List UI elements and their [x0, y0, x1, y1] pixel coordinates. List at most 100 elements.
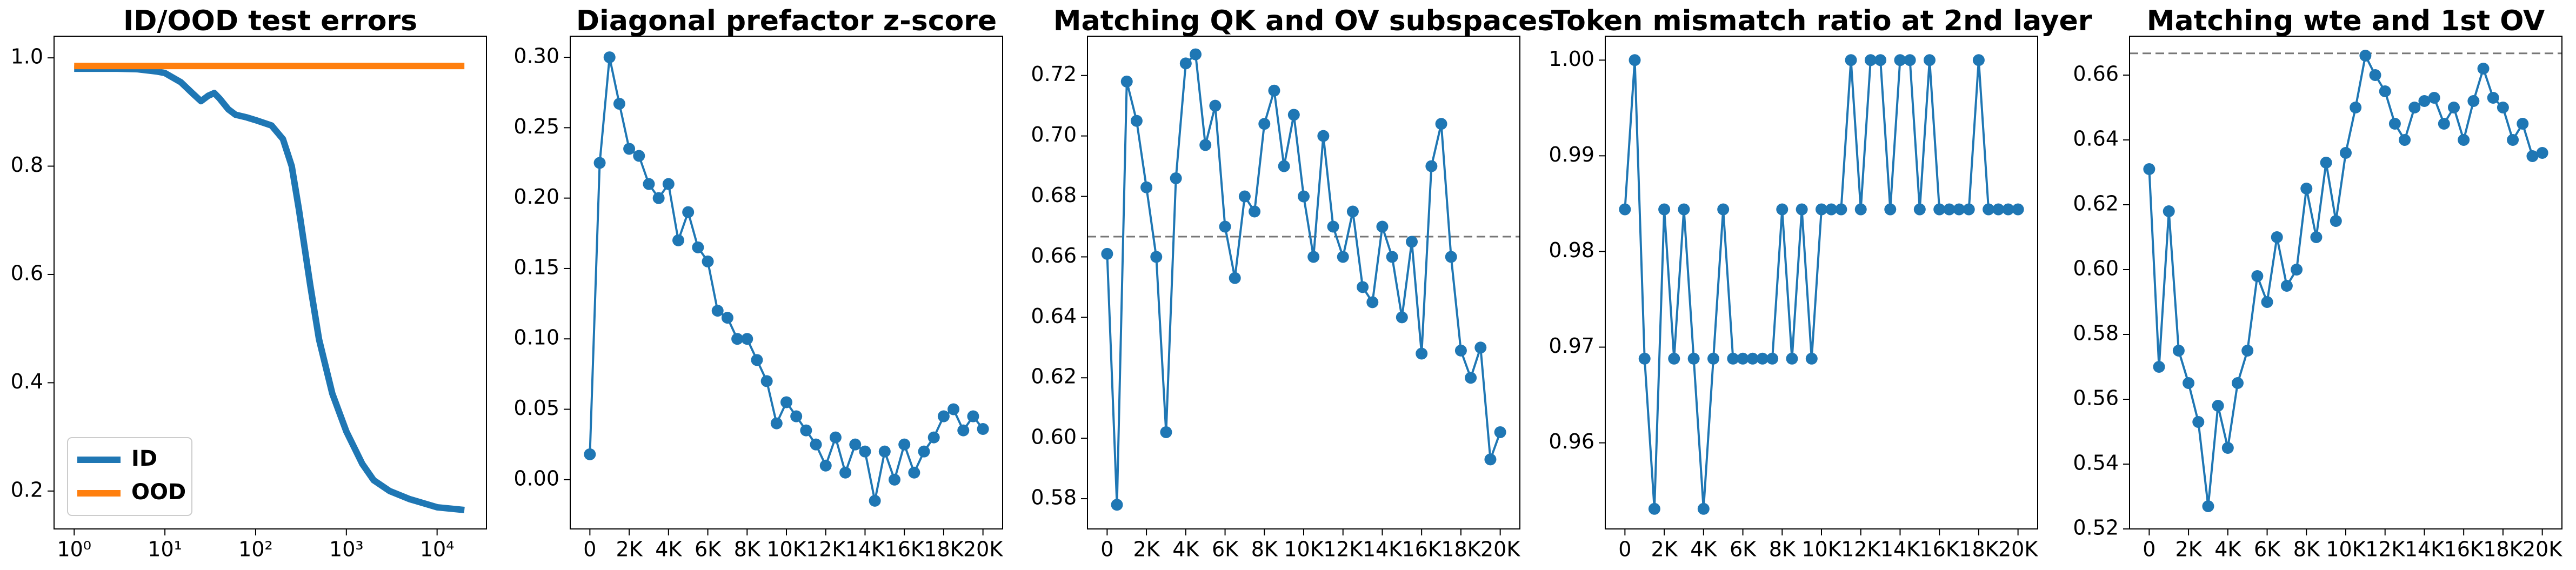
- point: [2379, 85, 2391, 97]
- point: [1707, 352, 1719, 365]
- point: [1258, 118, 1271, 130]
- point: [2143, 163, 2155, 175]
- point: [633, 150, 645, 162]
- point: [1229, 272, 1241, 284]
- point: [810, 438, 822, 451]
- point: [800, 424, 812, 437]
- x-tick-label: 10⁰: [57, 538, 91, 561]
- point: [2477, 63, 2490, 75]
- x-tick-label: 18K: [924, 538, 964, 561]
- point: [1786, 352, 1798, 365]
- point: [2251, 270, 2264, 282]
- y-tick-label: 0.60: [1031, 425, 1077, 449]
- point: [1933, 203, 1946, 216]
- y-tick-label: 0.10: [513, 326, 559, 350]
- point: [751, 354, 763, 366]
- point: [2291, 264, 2303, 276]
- point: [760, 375, 773, 387]
- y-tick-label: 0.56: [2073, 386, 2119, 410]
- series-line: [1624, 59, 2018, 510]
- point: [2517, 118, 2529, 130]
- x-tick-label: 16K: [1402, 538, 1442, 561]
- point: [937, 410, 950, 423]
- y-tick-label: 0.62: [1031, 365, 1077, 388]
- point: [2438, 118, 2450, 130]
- point: [1796, 203, 1808, 216]
- y-tick-label: 0.62: [2073, 192, 2119, 216]
- legend-label: ID: [131, 446, 157, 471]
- y-tick-label: 0.15: [513, 255, 559, 279]
- x-tick-label: 20K: [1998, 538, 2038, 561]
- point: [1629, 54, 1641, 66]
- x-tick-label: 16K: [1920, 538, 1960, 561]
- x-tick-label: 0: [1100, 538, 1113, 561]
- chart-title: ID/OOD test errors: [123, 5, 417, 37]
- point: [603, 51, 616, 64]
- point: [1766, 352, 1779, 365]
- point: [1249, 205, 1261, 218]
- point: [1835, 203, 1847, 216]
- point: [1687, 352, 1700, 365]
- point: [819, 459, 832, 472]
- y-tick-label: 0.30: [513, 44, 559, 68]
- point: [1648, 502, 1660, 515]
- point: [1658, 203, 1671, 216]
- x-tick-label: 0: [583, 538, 596, 561]
- axes-frame: [1087, 36, 1520, 529]
- x-tick-label: 12K: [2365, 538, 2405, 561]
- point: [1101, 247, 1113, 260]
- x-tick-label: 2K: [2175, 538, 2203, 561]
- x-tick-label: 16K: [885, 538, 925, 561]
- point: [1179, 57, 1192, 70]
- y-tick-label: 0.68: [1031, 183, 1077, 207]
- point: [2467, 95, 2480, 107]
- y-tick-label: 0.70: [1031, 123, 1077, 146]
- x-tick-label: 6K: [2254, 538, 2281, 561]
- chart-title: Matching QK and OV subspaces: [1053, 5, 1554, 37]
- point: [623, 143, 636, 155]
- point: [2012, 203, 2024, 216]
- point: [947, 403, 960, 415]
- x-tick-label: 10K: [1284, 538, 1324, 561]
- point: [1416, 347, 1428, 360]
- point: [1406, 236, 1418, 248]
- x-tick-label: 12K: [1841, 538, 1881, 561]
- point: [2232, 377, 2244, 389]
- point: [702, 255, 714, 267]
- point: [1238, 190, 1251, 203]
- chart-title: Diagonal prefactor z-score: [576, 5, 997, 37]
- x-tick-label: 10K: [2326, 538, 2366, 561]
- point: [780, 396, 792, 408]
- point: [1894, 54, 1906, 66]
- y-tick-label: 0.64: [1031, 304, 1077, 328]
- point: [1943, 203, 1956, 216]
- point: [1864, 54, 1877, 66]
- point: [1190, 48, 1202, 61]
- x-tick-label: 4K: [1172, 538, 1199, 561]
- point: [2221, 442, 2234, 454]
- point: [1484, 453, 1497, 466]
- point: [2458, 134, 2470, 146]
- y-tick-label: 0.8: [11, 153, 43, 177]
- point: [829, 431, 842, 444]
- point: [889, 473, 900, 486]
- point: [1199, 139, 1212, 151]
- point: [1874, 54, 1887, 66]
- x-tick-label: 2K: [1651, 538, 1678, 561]
- point: [1346, 205, 1359, 218]
- series-line: [74, 65, 465, 513]
- point: [1904, 54, 1916, 66]
- point: [1924, 54, 1936, 66]
- point: [918, 445, 930, 458]
- point: [2526, 150, 2539, 162]
- y-tick-label: 0.2: [11, 478, 43, 501]
- point: [1678, 203, 1690, 216]
- point: [1717, 203, 1730, 216]
- point: [1150, 251, 1163, 263]
- x-tick-label: 20K: [2522, 538, 2562, 561]
- point: [1884, 203, 1897, 216]
- x-tick-label: 2K: [1133, 538, 1160, 561]
- point: [1619, 203, 1631, 216]
- point: [869, 494, 881, 507]
